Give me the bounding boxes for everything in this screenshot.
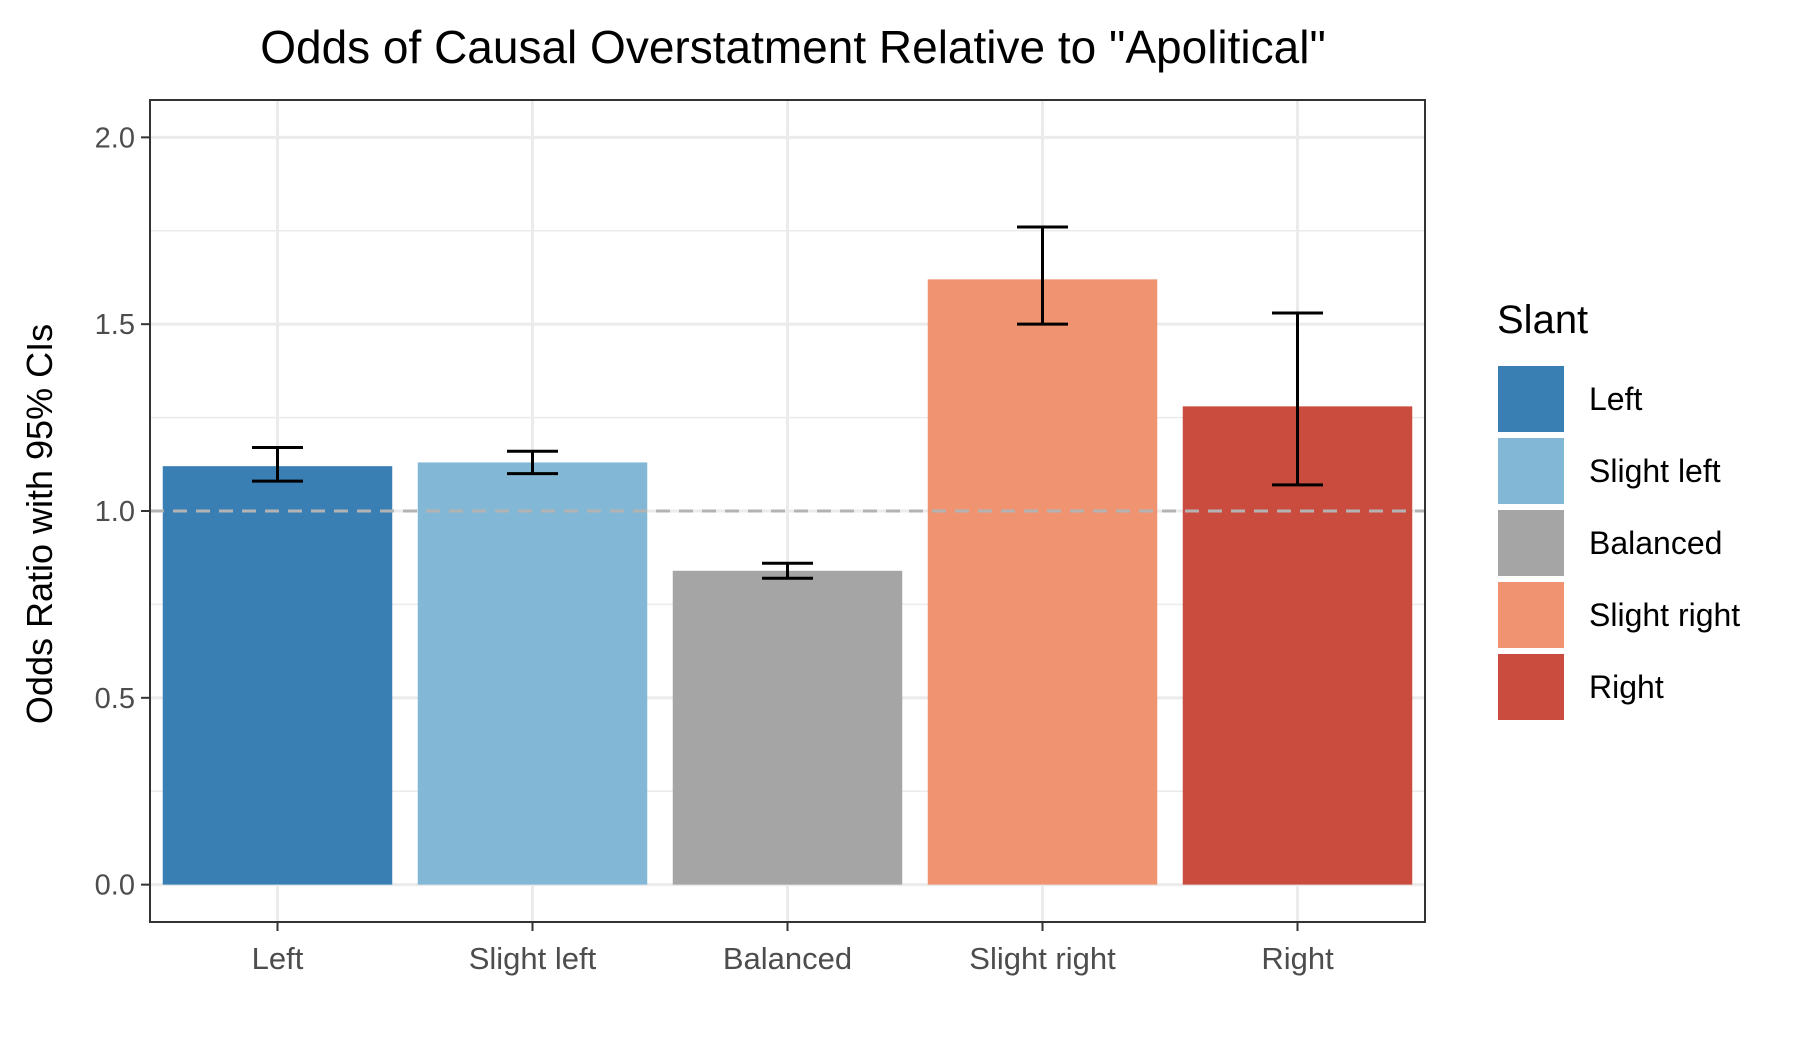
legend-key [1498, 438, 1564, 504]
legend-key [1498, 582, 1564, 648]
bar-slight-right [927, 279, 1158, 885]
bars [162, 279, 1413, 885]
legend-item-right: Right [1498, 654, 1664, 720]
bar-balanced [672, 570, 903, 885]
legend-key [1498, 366, 1564, 432]
error-bars [252, 225, 1323, 580]
x-tick-label: Left [252, 941, 304, 976]
y-axis-label: Odds Ratio with 95% CIs [19, 324, 60, 724]
legend-item-left: Left [1498, 366, 1642, 432]
error-bar-right [1272, 311, 1323, 487]
error-bar-balanced [762, 561, 813, 580]
legend-key [1498, 510, 1564, 576]
legend-item-balanced: Balanced [1498, 510, 1722, 576]
error-bar-left [252, 445, 303, 483]
bar-slight-left [417, 462, 648, 885]
legend-title: Slant [1497, 298, 1588, 342]
legend-item-slight-left: Slight left [1498, 438, 1721, 504]
y-tick-label: 1.0 [95, 496, 135, 528]
legend-label: Balanced [1589, 525, 1722, 561]
x-tick-label: Slight left [469, 941, 597, 976]
y-tick-label: 1.5 [95, 309, 135, 341]
y-tick-label: 0.5 [95, 683, 135, 715]
axes: 0.0 0.5 1.0 1.5 2.0 Left Slight left Balanced Sl… [95, 99, 1426, 976]
legend-item-slight-right: Slight right [1498, 582, 1740, 648]
legend-label: Slight left [1589, 453, 1721, 489]
error-bar-slight-left [507, 449, 558, 476]
y-tick-label: 2.0 [95, 122, 135, 154]
x-tick-label: Balanced [723, 941, 852, 976]
legend-label: Slight right [1589, 597, 1740, 633]
error-bar-slight-right [1017, 225, 1068, 326]
y-tick-label: 0.0 [95, 870, 135, 902]
legend-label: Left [1589, 381, 1642, 417]
chart-title: Odds of Causal Overstatment Relative to … [260, 21, 1326, 73]
legend-key [1498, 654, 1564, 720]
legend: Slant Left Slight left Balanced Slight righ… [1497, 298, 1740, 720]
x-tick-label: Right [1261, 941, 1334, 976]
x-tick-label: Slight right [969, 941, 1116, 976]
bar-left [162, 466, 393, 885]
legend-label: Right [1589, 669, 1664, 705]
